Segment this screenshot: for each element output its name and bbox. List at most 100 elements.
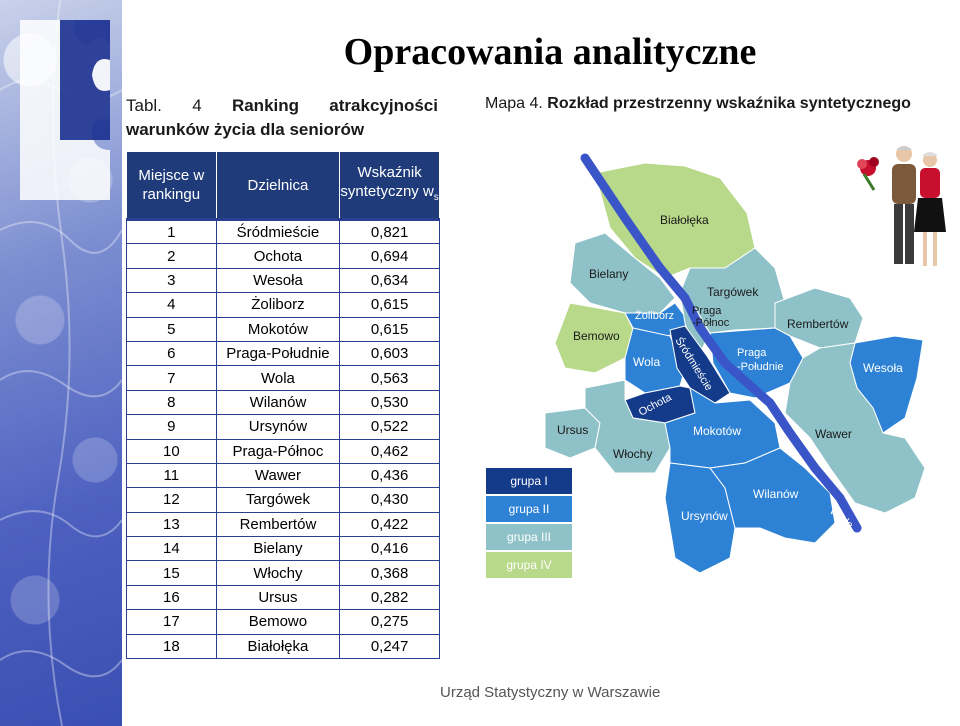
header-index: Wskaźnik syntetyczny ws bbox=[339, 151, 440, 220]
cell-index-value: 0,462 bbox=[339, 438, 440, 464]
table-row: 15 Włochy 0,368 bbox=[126, 560, 440, 586]
label-ursynow: Ursynów bbox=[681, 509, 728, 523]
label-praga-polnoc-2: -Północ bbox=[692, 317, 730, 329]
cell-district: Targówek bbox=[215, 487, 341, 513]
cell-rank: 1 bbox=[126, 217, 217, 245]
cell-district: Praga-Północ bbox=[215, 438, 341, 464]
cell-district: Wawer bbox=[215, 462, 341, 489]
table-caption-number: 4 bbox=[192, 96, 202, 115]
cell-index-value: 0,530 bbox=[339, 389, 440, 416]
label-bialoleka: Białołęka bbox=[660, 213, 709, 227]
cell-rank: 18 bbox=[126, 633, 217, 660]
label-praga-poludnie-2: -Południe bbox=[737, 361, 783, 373]
table-row: 1 Śródmieście 0,821 bbox=[126, 217, 440, 245]
map-caption-title: Rozkład przestrzenny wskaźnika syntetycz… bbox=[547, 95, 911, 112]
slide-footer: Urząd Statystyczny w Warszawie bbox=[440, 684, 661, 701]
table-caption-prefix: Tabl. bbox=[126, 96, 162, 115]
ranking-table-body: 1 Śródmieście 0,821 2 Ochota 0,694 3 Wesoła 0,63… bbox=[126, 217, 440, 660]
label-praga-polnoc-1: Praga bbox=[692, 305, 722, 317]
table-row: 10 Praga-Północ 0,462 bbox=[126, 438, 440, 464]
cell-district: Śródmieście bbox=[215, 217, 341, 245]
header-rank: Miejsce w rankingu bbox=[126, 151, 217, 220]
table-row: 18 Białołęka 0,247 bbox=[126, 633, 440, 660]
label-praga-poludnie-1: Praga bbox=[737, 347, 767, 359]
cell-index-value: 0,275 bbox=[339, 609, 440, 635]
cell-index-value: 0,416 bbox=[339, 536, 440, 562]
cell-index-value: 0,603 bbox=[339, 340, 440, 367]
cell-index-value: 0,430 bbox=[339, 487, 440, 513]
label-wesola: Wesoła bbox=[863, 361, 903, 375]
cell-district: Ursus bbox=[215, 584, 341, 611]
map-caption: Mapa 4. Rozkład przestrzenny wskaźnika s… bbox=[485, 95, 911, 113]
cell-district: Żoliborz bbox=[215, 292, 341, 318]
cell-district: Włochy bbox=[215, 560, 341, 586]
puzzle-background-strip bbox=[0, 0, 122, 726]
district-wlochy bbox=[584, 379, 671, 474]
table-row: 17 Bemowo 0,275 bbox=[126, 609, 440, 635]
map-caption-prefix: Mapa 4. bbox=[485, 95, 543, 112]
cell-index-value: 0,522 bbox=[339, 414, 440, 440]
cell-rank: 17 bbox=[126, 609, 217, 635]
cell-index-value: 0,694 bbox=[339, 243, 440, 269]
cell-index-value: 0,422 bbox=[339, 511, 440, 538]
cell-district: Ursynów bbox=[215, 414, 341, 440]
table-caption: Tabl. 4 Ranking atrakcyjności warunków ż… bbox=[126, 94, 438, 142]
table-caption-line2: warunków życia dla seniorów bbox=[126, 120, 365, 139]
table-row: 14 Bielany 0,416 bbox=[126, 536, 440, 562]
cell-index-value: 0,634 bbox=[339, 267, 440, 294]
cell-index-value: 0,247 bbox=[339, 633, 440, 660]
cell-district: Bielany bbox=[215, 536, 341, 562]
cell-rank: 8 bbox=[126, 389, 217, 416]
cell-index-value: 0,282 bbox=[339, 584, 440, 611]
puzzle-pieces-decoration bbox=[0, 0, 122, 726]
legend-item: grupa I bbox=[486, 468, 572, 496]
seniors-couple-illustration bbox=[857, 146, 946, 266]
table-row: 5 Mokotów 0,615 bbox=[126, 316, 440, 342]
district-wawer bbox=[784, 342, 926, 514]
cell-district: Bemowo bbox=[215, 609, 341, 635]
cell-district: Wola bbox=[215, 365, 341, 391]
ranking-table: Miejsce w rankingu Dzielnica Wskaźnik sy… bbox=[126, 151, 440, 660]
cell-district: Rembertów bbox=[215, 511, 341, 538]
cell-district: Ochota bbox=[215, 243, 341, 269]
label-wawer: Wawer bbox=[815, 427, 852, 441]
cell-rank: 16 bbox=[126, 584, 217, 611]
cell-rank: 11 bbox=[126, 462, 217, 489]
table-row: 8 Wilanów 0,530 bbox=[126, 389, 440, 416]
table-caption-word2: atrakcyjności bbox=[329, 96, 438, 115]
cell-index-value: 0,615 bbox=[339, 316, 440, 342]
table-row: 16 Ursus 0,282 bbox=[126, 584, 440, 611]
table-row: 13 Rembertów 0,422 bbox=[126, 511, 440, 538]
label-bemowo: Bemowo bbox=[573, 329, 620, 343]
legend-item: grupa II bbox=[486, 496, 572, 524]
legend-item: grupa IV bbox=[486, 552, 572, 580]
table-row: 11 Wawer 0,436 bbox=[126, 462, 440, 489]
cell-rank: 14 bbox=[126, 536, 217, 562]
district-srodmiescie bbox=[669, 325, 731, 404]
cell-index-value: 0,821 bbox=[339, 217, 440, 245]
label-wlochy: Włochy bbox=[613, 447, 652, 461]
cell-rank: 10 bbox=[126, 438, 217, 464]
table-header-row: Miejsce w rankingu Dzielnica Wskaźnik sy… bbox=[126, 151, 440, 220]
table-row: 2 Ochota 0,694 bbox=[126, 243, 440, 269]
table-row: 3 Wesoła 0,634 bbox=[126, 267, 440, 294]
header-index-subscript: s bbox=[433, 192, 439, 203]
cell-rank: 4 bbox=[126, 292, 217, 318]
cell-district: Białołęka bbox=[215, 633, 341, 660]
district-bielany bbox=[569, 232, 676, 314]
cell-district: Wilanów bbox=[215, 389, 341, 416]
cell-district: Wesoła bbox=[215, 267, 341, 294]
label-rembertow: Rembertów bbox=[787, 317, 849, 331]
label-wola: Wola bbox=[633, 355, 660, 369]
cell-rank: 15 bbox=[126, 560, 217, 586]
label-targowek: Targówek bbox=[707, 285, 759, 299]
legend-item: grupa III bbox=[486, 524, 572, 552]
cell-rank: 3 bbox=[126, 267, 217, 294]
cell-district: Mokotów bbox=[215, 316, 341, 342]
cell-rank: 12 bbox=[126, 487, 217, 513]
header-index-label: Wskaźnik syntetyczny w bbox=[340, 164, 434, 200]
cell-district: Praga-Południe bbox=[215, 340, 341, 367]
warsaw-districts-map: Białołęka Bielany Targówek Żoliborz Prag… bbox=[544, 153, 926, 574]
cell-index-value: 0,368 bbox=[339, 560, 440, 586]
